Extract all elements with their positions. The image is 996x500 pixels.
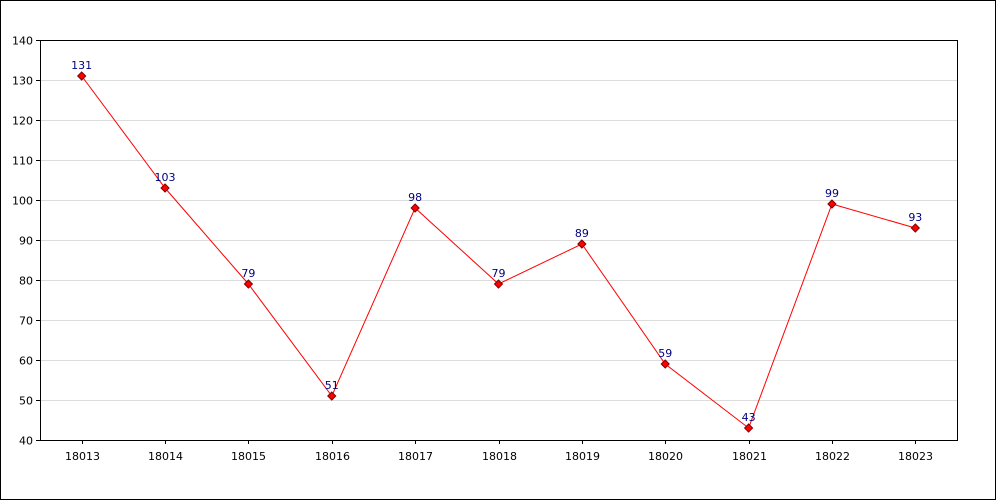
data-point-marker <box>410 203 420 213</box>
x-tick-label: 18020 <box>648 450 683 463</box>
data-point-marker <box>660 359 670 369</box>
data-label: 103 <box>155 171 176 184</box>
data-label: 99 <box>825 187 839 200</box>
x-tick-label: 18022 <box>815 450 850 463</box>
y-tick-label: 80 <box>19 275 33 288</box>
data-point-marker <box>160 183 170 193</box>
x-tick-label: 18023 <box>898 450 933 463</box>
y-tick-label: 50 <box>19 395 33 408</box>
data-label: 98 <box>408 191 422 204</box>
y-tick-label: 70 <box>19 315 33 328</box>
data-point-marker <box>577 239 587 249</box>
y-tick-label: 60 <box>19 355 33 368</box>
data-point-marker <box>76 71 87 81</box>
data-point-marker <box>827 199 837 209</box>
gridlines <box>40 80 957 401</box>
y-tick-label: 100 <box>12 195 33 208</box>
x-axis-ticks: 18013 18014 18015 18016 18017 18018 18019 18020… <box>65 440 933 463</box>
data-label-layer: 131 103 79 51 98 79 89 59 43 99 93 <box>71 59 922 424</box>
x-tick-label: 18013 <box>65 450 100 463</box>
data-point-marker <box>327 391 337 401</box>
x-tick-label: 18021 <box>732 450 767 463</box>
x-tick-label: 18016 <box>315 450 350 463</box>
y-tick-label: 40 <box>19 435 33 448</box>
y-tick-label: 130 <box>12 75 33 88</box>
data-label: 51 <box>325 379 339 392</box>
data-label: 89 <box>575 227 589 240</box>
x-tick-label: 18017 <box>398 450 433 463</box>
x-tick-label: 18018 <box>482 450 517 463</box>
y-tick-label: 120 <box>12 115 33 128</box>
data-label: 79 <box>241 267 255 280</box>
y-tick-label: 140 <box>12 35 33 48</box>
x-tick-label: 18014 <box>148 450 183 463</box>
data-point-marker <box>243 279 254 289</box>
data-label: 93 <box>908 211 922 224</box>
data-point-marker <box>493 279 504 289</box>
data-label: 79 <box>492 267 506 280</box>
data-point-marker <box>743 423 754 433</box>
y-tick-label: 110 <box>12 155 33 168</box>
x-tick-label: 18019 <box>565 450 600 463</box>
data-label: 59 <box>658 347 672 360</box>
y-axis-ticks: 40 50 60 70 80 90 100 110 120 130 140 <box>12 35 40 448</box>
marker-layer <box>76 71 921 433</box>
data-point-marker <box>910 223 921 233</box>
x-tick-label: 18015 <box>231 450 266 463</box>
y-tick-label: 90 <box>19 235 33 248</box>
data-label: 131 <box>71 59 92 72</box>
data-label: 43 <box>742 411 756 424</box>
